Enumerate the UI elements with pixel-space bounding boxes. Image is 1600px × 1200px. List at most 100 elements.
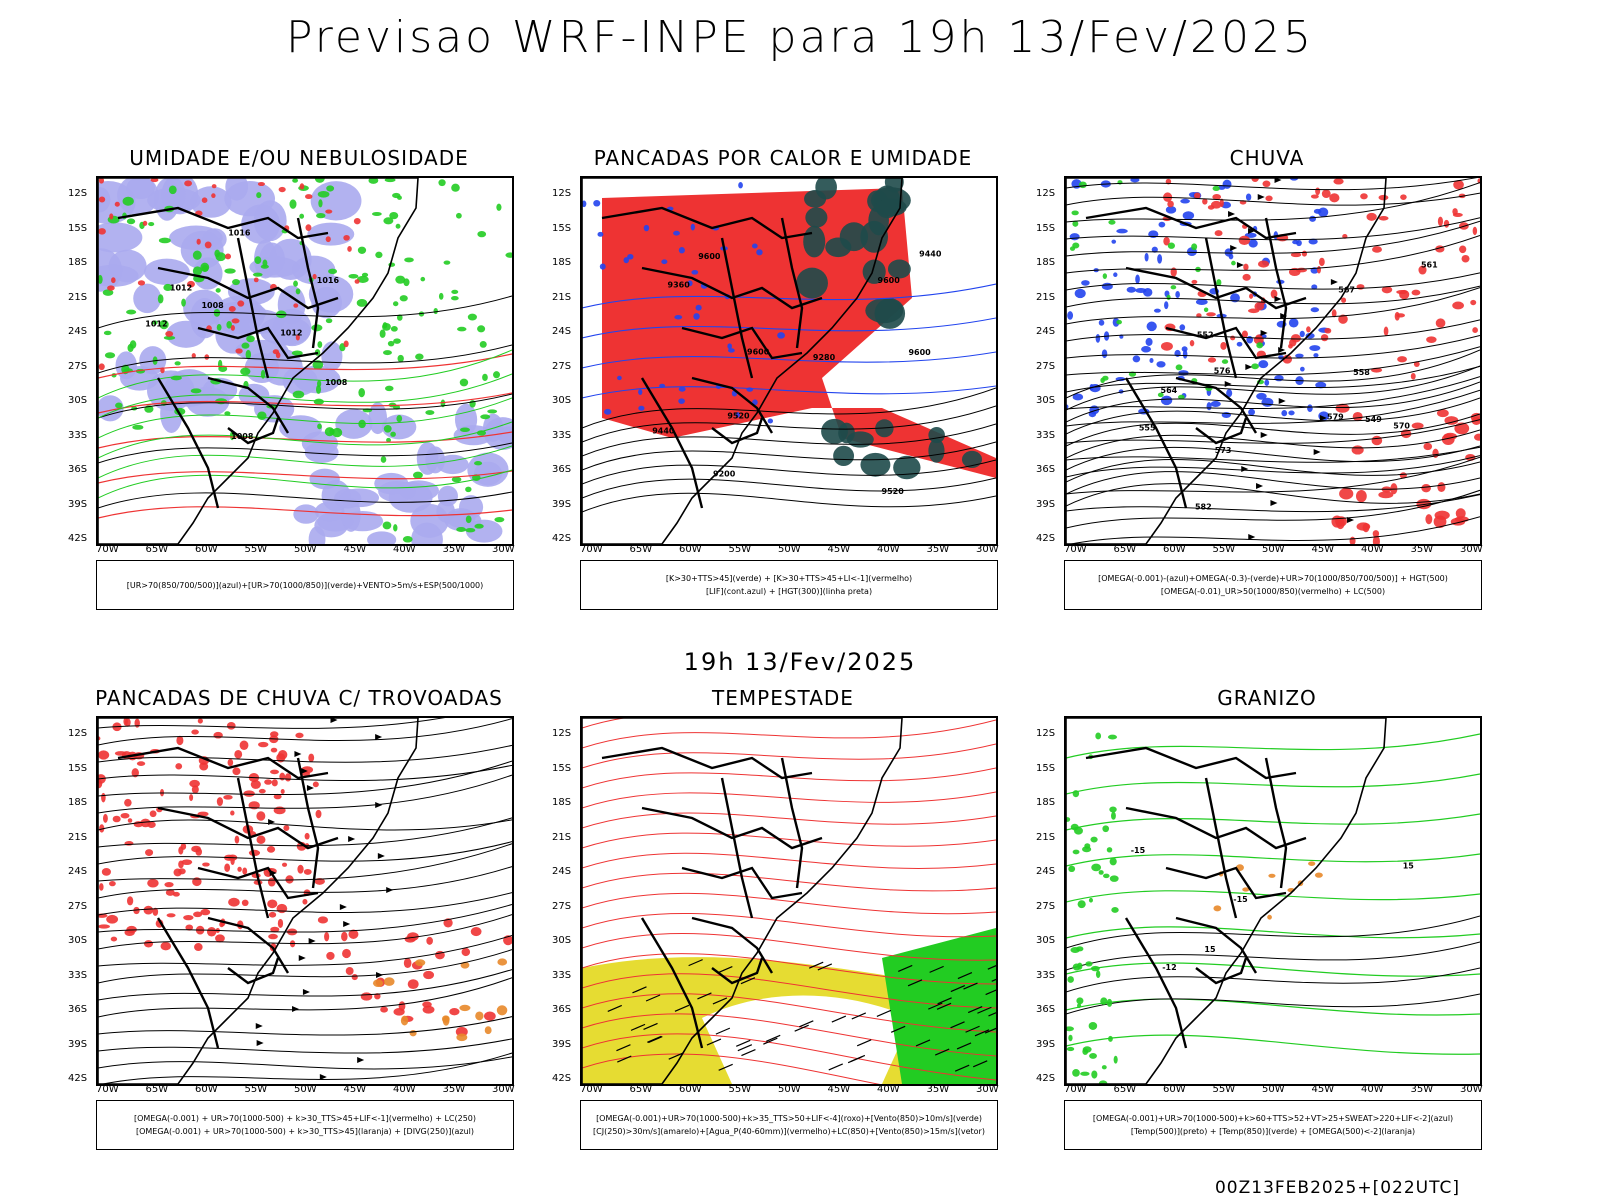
temperature-850-detail [1077, 900, 1086, 909]
humidity-area-green [159, 319, 169, 330]
wind-850-area [882, 928, 996, 1084]
omega-area-red [1397, 356, 1407, 363]
thickness-contour [235, 348, 243, 354]
streamline-850 [582, 993, 996, 1033]
thickness-isoline [98, 431, 512, 449]
latitude-tick-label: 27S [552, 360, 572, 372]
lifted-index-contour [617, 375, 622, 381]
wind-vector [850, 1054, 866, 1062]
latitude-tick-label: 15S [1036, 222, 1056, 234]
latitude-tick-label: 30S [68, 935, 88, 946]
temperature-850-detail [1100, 997, 1108, 1005]
storm-area-red [295, 732, 304, 739]
omega-area-blue [1248, 239, 1258, 248]
humidity-area-green [190, 388, 202, 394]
humidity-area-green [357, 275, 369, 283]
omega-area-red [1378, 491, 1394, 499]
humidity-area-green [232, 278, 240, 286]
streamline-arrow [302, 989, 310, 995]
humidity-area-green [216, 323, 222, 331]
storm-area-red [443, 918, 453, 928]
latitude-tick-label: 33S [552, 429, 572, 441]
lifted-index-contour [678, 247, 685, 254]
wind-vector [936, 1002, 952, 1010]
legend-line: [LIF](cont.azul) + [HGT(300)](linha pret… [705, 587, 873, 596]
streamline-arrow [1248, 228, 1256, 234]
streamline [1066, 376, 1480, 410]
map-panel-trovoadas: PANCADAS DE CHUVA C/ TROVOADAS 12S 15S 18S 2… [68, 686, 515, 1166]
omega-area-blue [1292, 239, 1299, 245]
storm-area-red [143, 940, 154, 948]
omega-area-red [1202, 198, 1208, 205]
latitude-tick-label: 15S [552, 222, 572, 234]
omega-area-blue [1101, 282, 1113, 290]
omega-area-red [1472, 226, 1478, 236]
storm-area-red [102, 813, 108, 823]
temperature-850-detail [1066, 1046, 1075, 1052]
latitude-tick-label: 42S [1036, 1073, 1056, 1084]
streamline-850 [582, 953, 996, 985]
streamline [98, 760, 512, 797]
longitude-tick-label: 50W [778, 1084, 801, 1095]
latitude-tick-label: 27S [1036, 360, 1056, 372]
humidity-area-green [122, 196, 134, 206]
latitude-tick-label: 21S [1036, 291, 1056, 303]
latitude-tick-label: 21S [1036, 831, 1056, 843]
humidity-area-green [402, 535, 413, 543]
omega-area-red [1381, 286, 1393, 294]
latitude-tick-label: 30S [1036, 935, 1056, 946]
contour-label: 576 [1214, 366, 1231, 375]
humidity-area-green [214, 249, 221, 258]
geopotential-height-300 [582, 459, 996, 485]
humidity-area-green [291, 350, 303, 356]
state-border [227, 957, 280, 985]
legend-line: [OMEGA(-0.001)+UR>70(1000-500)+k>35_TTS>… [596, 1114, 982, 1123]
thickness-contour [165, 330, 174, 337]
storm-area-red [449, 1008, 460, 1016]
wind-vector [706, 1038, 722, 1046]
thickness-contour [201, 197, 208, 203]
latitude-tick-label: 33S [68, 429, 88, 441]
thickness-contour [137, 280, 146, 286]
humidity-area-green [126, 218, 136, 225]
state-border [1264, 217, 1288, 349]
omega-area-green [1166, 294, 1171, 301]
map-panel-umidade: UMIDADE E/OU NEBULOSIDADE 12S 15S 18S 21S 24S… [68, 146, 515, 626]
longitude-tick-label: 30W [492, 544, 515, 555]
humidity-area-green [386, 437, 391, 443]
storm-area-red [273, 793, 282, 800]
contour-label: 561 [1421, 261, 1438, 270]
streamline-arrow [298, 955, 306, 961]
instability-area-green [846, 431, 874, 448]
omega-area-blue [1157, 254, 1163, 264]
map-panel-pancadas-calor: PANCADAS POR CALOR E UMIDADE 12S 15S 18S 21S… [552, 146, 999, 626]
humidity-area-green [168, 185, 177, 195]
omega-area-blue [1069, 233, 1080, 241]
humidity-area-green [318, 199, 323, 208]
coastline [1066, 718, 1387, 1084]
omega-area-blue [1151, 246, 1158, 253]
storm-area-red [124, 929, 135, 937]
humidity-area-green [317, 190, 330, 198]
lifted-index-contour [735, 412, 740, 418]
wind-vector [808, 961, 824, 969]
lifted-index-contour [582, 200, 587, 208]
contour-label: 9600 [698, 252, 721, 261]
thickness-contour [299, 183, 305, 190]
state-border [157, 266, 339, 310]
wind-vector [950, 985, 966, 993]
contour-label: 1012 [145, 320, 167, 329]
thickness-contour [196, 238, 201, 245]
thickness-contour [187, 280, 195, 288]
lifted-index-contour [678, 398, 685, 404]
omega-area-red [1443, 219, 1450, 228]
legend-line: [CJ(250)>30m/s](amarelo)+[Agua_P(40-60mm… [593, 1127, 985, 1136]
humidity-area-green [392, 301, 399, 307]
thickness-contour [325, 236, 331, 243]
streamline [1066, 456, 1480, 495]
jet-gap [702, 995, 912, 1084]
omega-500-area [1308, 861, 1316, 866]
geopotential-height-300 [582, 492, 996, 513]
storm-area-red [152, 907, 159, 916]
humidity-area-blue [339, 488, 380, 508]
